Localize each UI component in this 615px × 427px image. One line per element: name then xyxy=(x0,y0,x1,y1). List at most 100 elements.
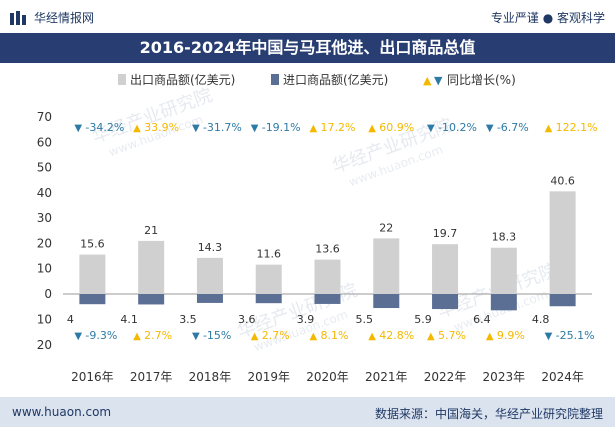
x-tick-label: 2023年 xyxy=(483,370,526,384)
y-tick-label: 40 xyxy=(37,186,52,200)
legend: 出口商品额(亿美元) 进口商品额(亿美元) ▲ ▼ 同比增长(%) xyxy=(118,72,516,87)
growth-down-triangle: ▼ xyxy=(74,123,82,134)
export-growth-label: -34.2% xyxy=(85,121,124,134)
y-tick-label: 0 xyxy=(44,287,52,301)
export-bar xyxy=(314,259,341,294)
import-growth-label: 9.9% xyxy=(497,329,525,342)
growth-up-triangle: ▲ xyxy=(133,331,141,342)
import-value-label: 3.6 xyxy=(238,313,256,326)
footer-site-link[interactable]: www.huaon.com xyxy=(12,405,112,419)
legend-label-import: 进口商品额(亿美元) xyxy=(283,72,388,87)
import-bar xyxy=(432,294,459,310)
growth-down-triangle: ▼ xyxy=(192,331,200,342)
legend-up-triangle: ▲ xyxy=(423,74,432,87)
x-tick-label: 2016年 xyxy=(71,370,114,384)
import-bar xyxy=(549,294,576,307)
legend-down-triangle: ▼ xyxy=(434,74,443,87)
growth-up-triangle: ▲ xyxy=(368,123,376,134)
import-bar xyxy=(79,294,106,305)
export-bar xyxy=(490,247,517,294)
import-value-label: 4.1 xyxy=(120,313,138,326)
growth-down-triangle: ▼ xyxy=(427,123,435,134)
y-tick-label: 50 xyxy=(37,161,52,175)
export-bar xyxy=(138,240,165,294)
export-growth-label: -19.1% xyxy=(262,121,301,134)
growth-up-triangle: ▲ xyxy=(310,123,318,134)
growth-up-triangle: ▲ xyxy=(251,331,259,342)
export-bar xyxy=(432,244,459,294)
import-growth-label: -15% xyxy=(203,329,231,342)
x-tick-label: 2017年 xyxy=(130,370,173,384)
y-tick-label: 20 xyxy=(37,338,52,352)
import-value-label: 5.9 xyxy=(414,313,432,326)
x-tick-label: 2022年 xyxy=(424,370,467,384)
growth-down-triangle: ▼ xyxy=(251,123,259,134)
export-value-label: 11.6 xyxy=(256,248,281,261)
import-growth-label: 2.7% xyxy=(262,329,290,342)
growth-up-triangle: ▲ xyxy=(545,123,553,134)
import-value-label: 4 xyxy=(67,313,74,326)
growth-down-triangle: ▼ xyxy=(486,123,494,134)
data-labels: 15.6 4 21 4.1 14.3 3.5 11.6 3.6 13.6 3.9 22 5.5 19.7… xyxy=(67,174,575,326)
footer-source: 数据来源：中国海关，华经产业研究院整理 xyxy=(374,407,603,421)
export-bar xyxy=(79,254,106,294)
y-tick-label: 30 xyxy=(37,211,52,225)
growth-down-triangle: ▼ xyxy=(74,331,82,342)
export-value-label: 22 xyxy=(379,221,393,234)
legend-swatch-export xyxy=(118,74,126,85)
growth-up-triangle: ▲ xyxy=(427,331,435,342)
export-value-label: 19.7 xyxy=(433,227,458,240)
growth-up-triangle: ▲ xyxy=(486,331,494,342)
growth-up-triangle: ▲ xyxy=(368,331,376,342)
growth-down-triangle: ▼ xyxy=(192,123,200,134)
export-growth-label: -10.2% xyxy=(438,121,477,134)
import-growth-label: 8.1% xyxy=(321,329,349,342)
y-tick-label: 20 xyxy=(37,236,52,250)
export-bar xyxy=(255,264,282,294)
x-axis: 2016年 2017年 2018年 2019年 2020年 2021年 2022年 2023年… xyxy=(71,370,584,384)
tagline: 专业严谨 ● 客观科学 xyxy=(490,11,605,25)
export-value-label: 18.3 xyxy=(492,231,517,244)
import-bar xyxy=(490,294,517,311)
import-bar xyxy=(138,294,165,305)
import-bar xyxy=(314,294,341,304)
import-value-label: 6.4 xyxy=(473,313,491,326)
chart-title: 2016-2024年中国与马耳他进、出口商品总值 xyxy=(0,33,615,63)
y-tick-label: 60 xyxy=(37,135,52,149)
export-value-label: 13.6 xyxy=(315,243,340,256)
import-value-label: 5.5 xyxy=(356,313,374,326)
logo-icon xyxy=(10,10,26,25)
legend-swatch-import xyxy=(271,74,279,85)
import-growth-label: 42.8% xyxy=(379,329,414,342)
import-bar xyxy=(373,294,400,309)
growth-up-triangle: ▲ xyxy=(310,331,318,342)
x-tick-label: 2020年 xyxy=(306,370,349,384)
export-growth-label: 33.9% xyxy=(144,121,179,134)
export-growth-label: -31.7% xyxy=(203,121,242,134)
export-bar xyxy=(196,257,223,294)
bars xyxy=(79,191,576,311)
brand-logo[interactable]: 华经情报网 xyxy=(10,9,94,26)
legend-label-growth: 同比增长(%) xyxy=(447,73,516,87)
import-growth-label: 2.7% xyxy=(144,329,172,342)
legend-label-export: 出口商品额(亿美元) xyxy=(130,72,235,87)
brand-name: 华经情报网 xyxy=(34,11,95,25)
export-value-label: 21 xyxy=(144,224,158,237)
export-bar xyxy=(549,191,576,294)
export-value-label: 14.3 xyxy=(198,241,223,254)
export-growth-label: 17.2% xyxy=(321,121,356,134)
top-bar: 华经情报网 专业严谨 ● 客观科学 xyxy=(0,0,615,32)
import-value-label: 3.9 xyxy=(297,313,315,326)
import-growth-label: -25.1% xyxy=(556,329,595,342)
import-growth-label: -9.3% xyxy=(85,329,117,342)
export-value-label: 40.6 xyxy=(550,174,575,187)
import-growth-label: 5.7% xyxy=(438,329,466,342)
y-tick-label: 70 xyxy=(37,110,52,124)
export-growth-label: -6.7% xyxy=(497,121,529,134)
import-value-label: 3.5 xyxy=(179,313,197,326)
y-tick-label: 10 xyxy=(37,313,52,327)
growth-down-triangle: ▼ xyxy=(545,331,553,342)
y-tick-label: 10 xyxy=(37,262,52,276)
